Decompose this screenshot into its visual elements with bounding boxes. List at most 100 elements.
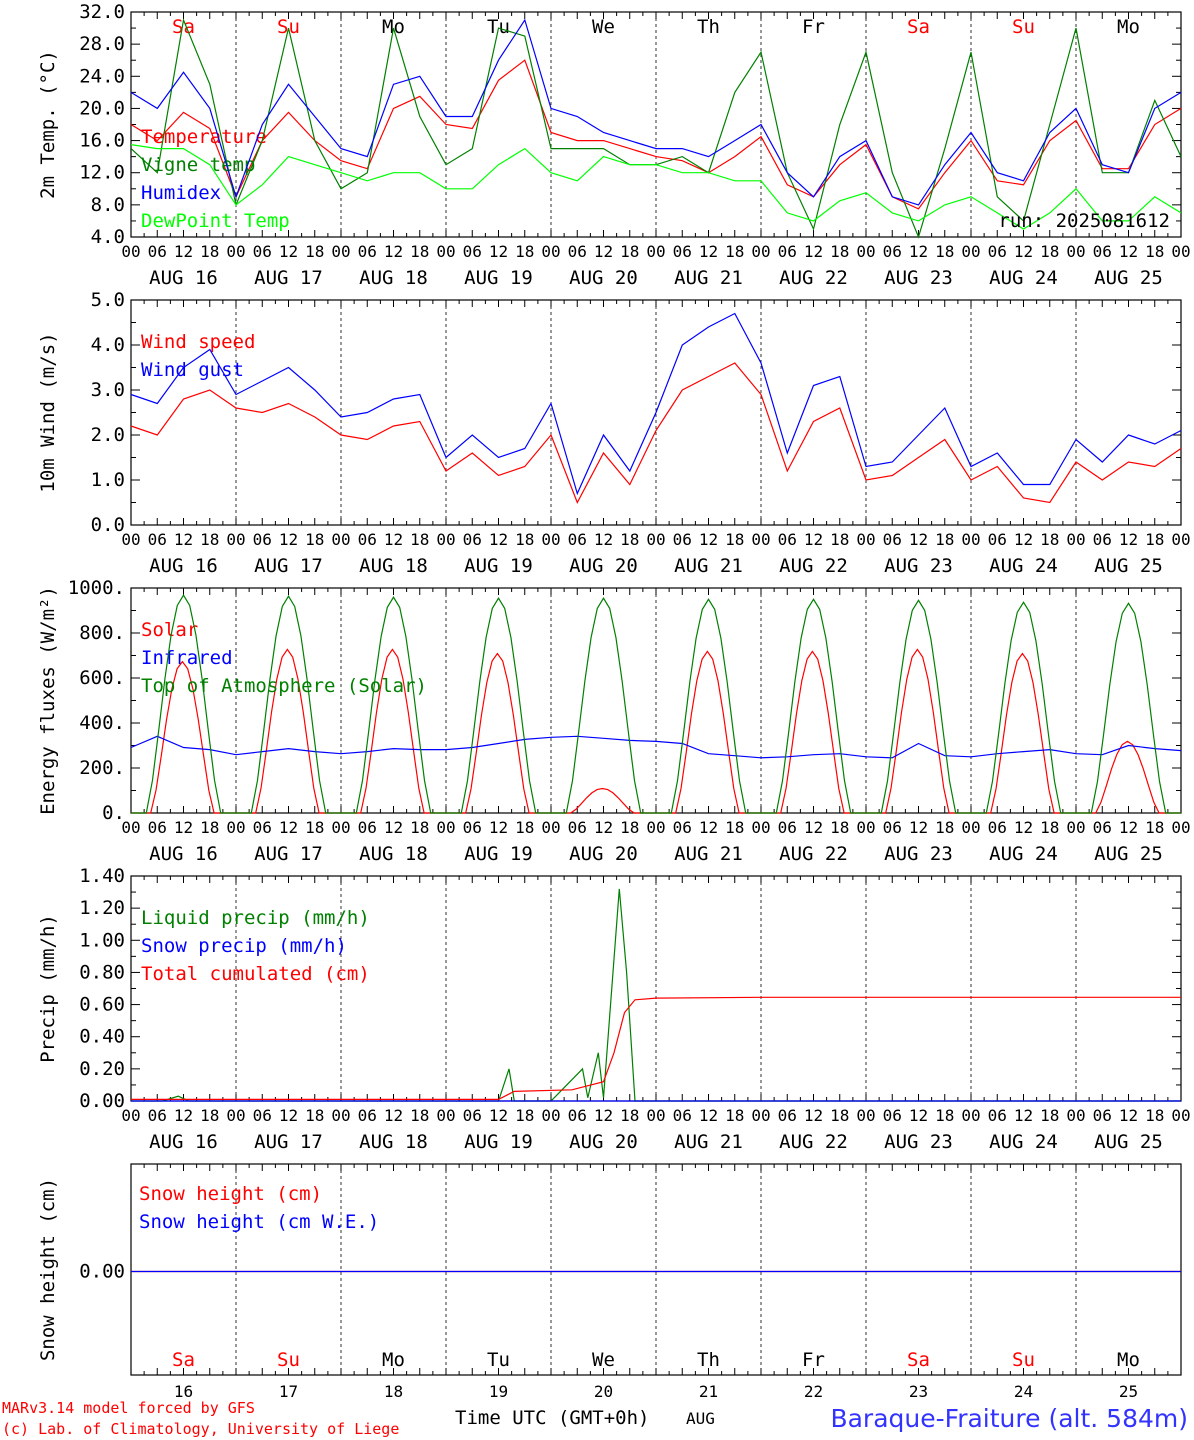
date-label: AUG 25: [1094, 1131, 1163, 1153]
hour-label: 06: [883, 818, 902, 837]
hour-label: 18: [305, 1106, 324, 1125]
legend-entry: Top of Atmosphere (Solar): [141, 675, 427, 697]
hour-label: 00: [226, 530, 245, 549]
weekday-label: We: [592, 1349, 615, 1371]
date-label: AUG 25: [1094, 843, 1163, 865]
hour-label: 00: [121, 1106, 140, 1125]
date-label: AUG 21: [674, 1131, 743, 1153]
hour-label: 00: [751, 818, 770, 837]
hour-label: 06: [463, 818, 482, 837]
hour-label: 00: [436, 818, 455, 837]
hour-label: 12: [489, 242, 508, 261]
y-tick-label: 0.: [102, 802, 125, 824]
hour-label: 12: [174, 242, 193, 261]
hour-label: 00: [1066, 242, 1085, 261]
hour-label: 18: [620, 530, 639, 549]
hour-label: 00: [646, 818, 665, 837]
legend-entry: Humidex: [141, 182, 221, 204]
hour-label: 00: [961, 530, 980, 549]
hour-label: 06: [463, 530, 482, 549]
hour-label: 12: [1119, 242, 1138, 261]
hour-label: 18: [410, 818, 429, 837]
hour-label: 12: [384, 818, 403, 837]
hour-label: 12: [909, 1106, 928, 1125]
date-label: AUG 20: [569, 1131, 638, 1153]
hour-label: 12: [384, 242, 403, 261]
weekday-label: Su: [1012, 16, 1035, 38]
date-label: AUG 21: [674, 555, 743, 577]
hour-label: 00: [226, 242, 245, 261]
hour-label: 18: [200, 530, 219, 549]
y-tick-label: 24.0: [79, 65, 125, 87]
hour-label: 18: [725, 1106, 744, 1125]
hour-label: 06: [673, 818, 692, 837]
hour-label: 18: [515, 1106, 534, 1125]
hour-label: 12: [1119, 1106, 1138, 1125]
day-number-label: 21: [699, 1382, 718, 1401]
hour-label: 00: [331, 530, 350, 549]
weekday-label: Tu: [487, 1349, 510, 1371]
y-tick-label: 8.0: [91, 194, 125, 216]
hour-label: 00: [751, 530, 770, 549]
date-label: AUG 18: [359, 555, 428, 577]
hour-label: 00: [1171, 1106, 1190, 1125]
weekday-label: Th: [697, 16, 720, 38]
y-tick-label: 800.: [79, 622, 125, 644]
hour-label: 06: [253, 530, 272, 549]
hour-label: 12: [699, 242, 718, 261]
hour-label: 18: [1040, 1106, 1059, 1125]
hour-label: 06: [568, 1106, 587, 1125]
hour-label: 00: [541, 1106, 560, 1125]
y-tick-label: 3.0: [91, 379, 125, 401]
hour-label: 18: [935, 1106, 954, 1125]
day-number-label: 17: [279, 1382, 298, 1401]
hour-label: 12: [174, 1106, 193, 1125]
hour-label: 06: [358, 818, 377, 837]
hour-label: 18: [200, 818, 219, 837]
y-tick-label: 20.0: [79, 97, 125, 119]
legend-entry: DewPoint Temp: [141, 210, 290, 232]
series-line-2: [130, 312, 1182, 496]
weekday-label: Sa: [907, 1349, 930, 1371]
hour-label: 00: [646, 1106, 665, 1125]
day-number-label: 25: [1119, 1382, 1138, 1401]
legend-entry: Snow height (cm W.E.): [139, 1211, 379, 1233]
hour-label: 06: [1093, 818, 1112, 837]
hour-label: 18: [515, 818, 534, 837]
legend-entry: Total cumulated (cm): [141, 963, 370, 985]
weekday-label: Mo: [1117, 1349, 1140, 1371]
hour-label: 00: [1171, 530, 1190, 549]
hour-label: 18: [305, 818, 324, 837]
date-label: AUG 16: [149, 1131, 218, 1153]
y-tick-label: 2.0: [91, 424, 125, 446]
hour-label: 00: [436, 1106, 455, 1125]
legend-entry: Solar: [141, 619, 198, 641]
hour-label: 18: [410, 242, 429, 261]
hour-label: 12: [489, 1106, 508, 1125]
hour-label: 18: [410, 1106, 429, 1125]
hour-label: 12: [1014, 1106, 1033, 1125]
date-label: AUG 23: [884, 1131, 953, 1153]
hour-label: 12: [279, 530, 298, 549]
series-line-3: [130, 18, 1182, 206]
date-label: AUG 24: [989, 843, 1058, 865]
hour-label: 18: [830, 242, 849, 261]
hour-label: 12: [699, 818, 718, 837]
weekday-label: Fr: [802, 1349, 825, 1371]
legend-entry: Wind gust: [141, 359, 244, 381]
date-label: AUG 17: [254, 1131, 323, 1153]
hour-label: 12: [699, 530, 718, 549]
weekday-label: Mo: [382, 1349, 405, 1371]
hour-label: 06: [988, 530, 1007, 549]
panel-2: 0.0 1.0 2.0 3.0 4.0 5.0 10m Wind (m/s) 00 06 12 18…: [37, 289, 1191, 577]
hour-label: 18: [515, 242, 534, 261]
hour-label: 00: [961, 1106, 980, 1125]
y-axis-label: 2m Temp. (°C): [37, 50, 59, 199]
series-line-2: [130, 735, 1182, 759]
date-label: AUG 19: [464, 555, 533, 577]
hour-label: 18: [620, 1106, 639, 1125]
hour-label: 00: [541, 530, 560, 549]
hour-label: 18: [830, 530, 849, 549]
hour-label: 06: [463, 242, 482, 261]
hour-label: 18: [1145, 242, 1164, 261]
